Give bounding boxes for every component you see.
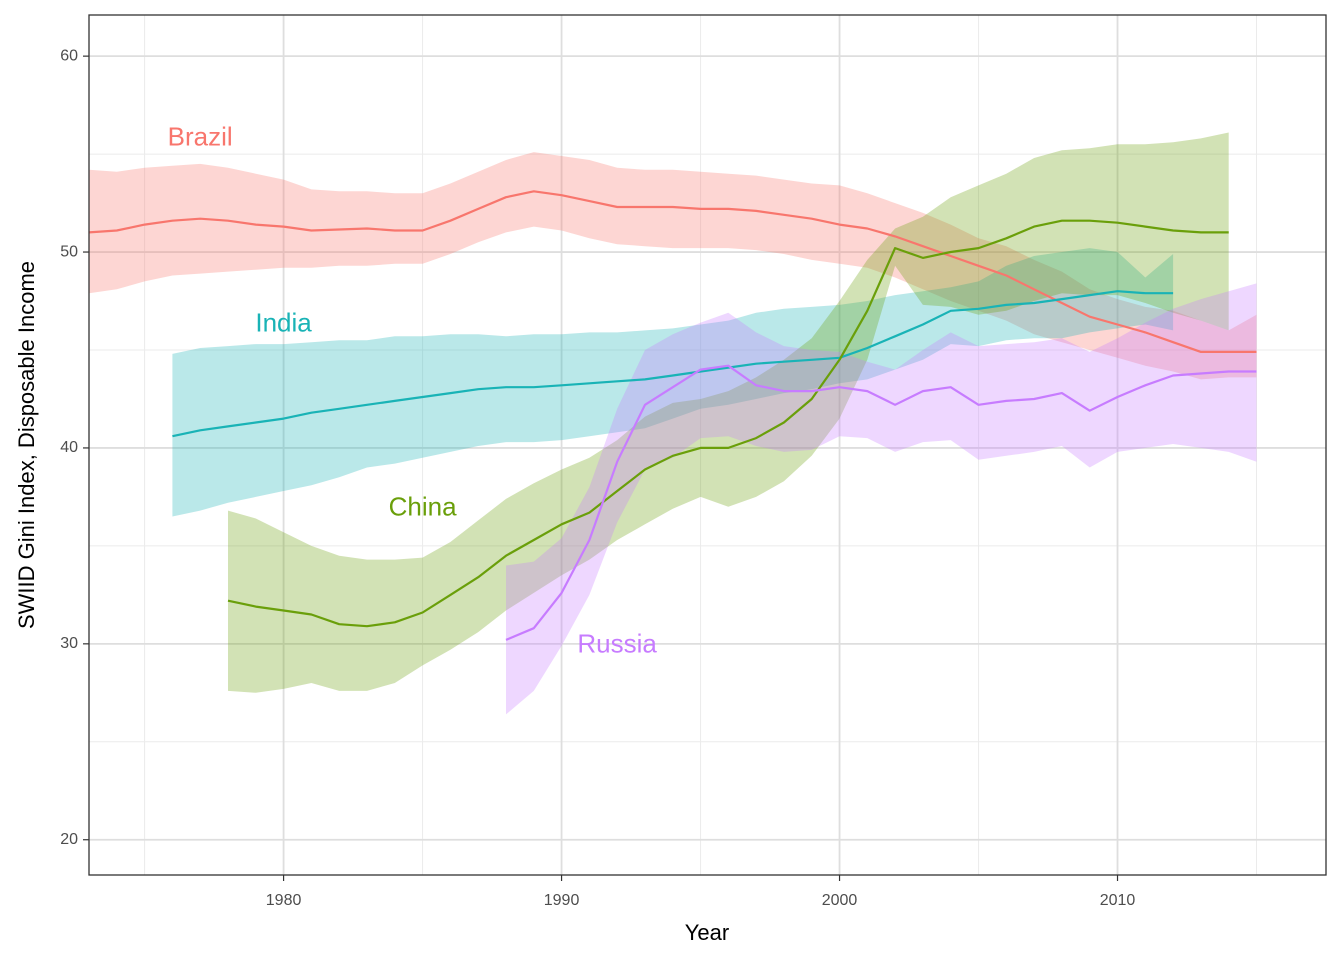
india-label: India: [255, 307, 312, 337]
x-tick-label: 1990: [544, 892, 580, 909]
y-axis-title: SWIID Gini Index, Disposable Income: [14, 261, 39, 629]
brazil-label: Brazil: [168, 121, 233, 151]
x-axis-title: Year: [685, 920, 729, 945]
panel-background: [89, 15, 1326, 875]
minor-gridlines: [89, 15, 1326, 875]
china-ribbon: [228, 132, 1229, 693]
brazil-ribbon: [89, 152, 1257, 380]
series-labels: Brazil India China Russia: [168, 121, 658, 658]
y-tick-label: 30: [60, 635, 78, 652]
tick-labels: 1980 1990 2000 2010 20 30 40 50 60: [60, 47, 1135, 909]
y-tick-label: 60: [60, 47, 78, 64]
russia-label: Russia: [577, 629, 657, 659]
y-tick-label: 50: [60, 243, 78, 260]
y-tick-label: 20: [60, 831, 78, 848]
china-line: [227, 219, 1229, 628]
x-tick-label: 2010: [1100, 892, 1136, 909]
axis-ticks: [83, 55, 1119, 881]
russia-ribbon: [506, 283, 1257, 715]
china-label: China: [389, 492, 457, 522]
x-tick-label: 2000: [822, 892, 858, 909]
brazil-line: [88, 190, 1257, 353]
india-line: [172, 290, 1174, 438]
russia-line: [505, 364, 1257, 641]
series-lines: [88, 190, 1257, 641]
confidence-ribbons: [89, 132, 1257, 715]
panel-border: [88, 14, 1327, 876]
india-ribbon: [172, 248, 1174, 517]
x-tick-label: 1980: [266, 892, 302, 909]
major-gridlines: [89, 15, 1326, 875]
y-tick-label: 40: [60, 439, 78, 456]
